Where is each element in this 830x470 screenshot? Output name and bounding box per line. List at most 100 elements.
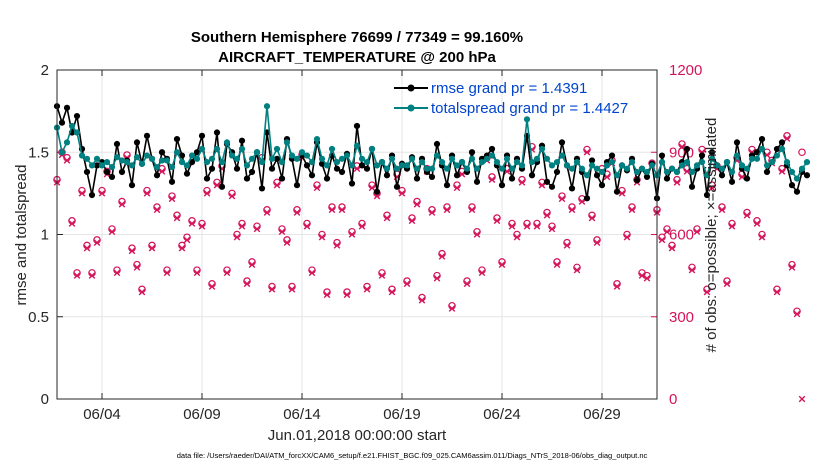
totalspread-point — [283, 139, 291, 146]
x-tick-label: 06/19 — [383, 406, 421, 423]
obs-assimilated-point — [163, 269, 171, 277]
obs-assimilated-point — [193, 269, 201, 277]
obs-assimilated-point — [283, 239, 291, 247]
obs-assimilated-point — [293, 209, 301, 216]
rmse-point — [488, 145, 496, 153]
obs-assimilated-point — [603, 173, 611, 181]
obs-assimilated-point — [678, 143, 686, 151]
totalspread-point — [363, 159, 371, 166]
obs-assimilated-point — [718, 206, 726, 214]
obs-assimilated-point — [373, 192, 381, 200]
obs-assimilated-point — [343, 291, 351, 299]
totalspread-point — [583, 172, 591, 179]
totalspread-point — [693, 162, 701, 169]
rmse-point — [508, 175, 516, 182]
rmse-point — [303, 162, 311, 169]
obs-assimilated-point — [473, 231, 481, 238]
obs-assimilated-point — [378, 272, 386, 279]
rmse-point — [238, 137, 246, 144]
totalspread-point — [373, 162, 381, 169]
obs-assimilated-point — [518, 179, 526, 186]
obs-assimilated-point — [428, 209, 436, 216]
totalspread-point — [433, 152, 441, 159]
totalspread-point — [353, 142, 361, 149]
legend-spread-label: totalspread grand pr = 1.4427 — [431, 100, 628, 117]
rmse-point — [233, 165, 241, 172]
obs-assimilated-point — [228, 192, 236, 200]
rmse-point — [558, 139, 566, 146]
totalspread-point — [243, 162, 251, 169]
obs-assimilated-point — [238, 222, 246, 230]
totalspread-point — [778, 145, 786, 153]
totalspread-point — [483, 155, 491, 162]
totalspread-point — [198, 145, 206, 153]
totalspread-point — [143, 152, 151, 159]
totalspread-point — [83, 155, 91, 162]
obs-assimilated-point — [793, 310, 801, 318]
totalspread-point — [218, 159, 226, 166]
totalspread-point — [493, 159, 501, 166]
y-left-tick-label: 2 — [41, 62, 49, 79]
totalspread-point — [448, 155, 456, 162]
obs-assimilated-point — [348, 231, 356, 238]
obs-assimilated-point — [418, 297, 426, 304]
obs-assimilated-point — [638, 272, 646, 279]
totalspread-point — [803, 159, 811, 166]
rmse-point — [83, 168, 91, 176]
rmse-point — [583, 195, 591, 202]
totalspread-point — [618, 162, 626, 169]
totalspread-point — [63, 139, 71, 146]
totalspread-point — [768, 159, 776, 166]
obs-assimilated-point — [683, 168, 691, 175]
totalspread-point — [278, 159, 286, 166]
obs-assimilated-point — [558, 195, 566, 203]
obs-assimilated-point — [143, 190, 151, 197]
obs-assimilated-point — [583, 148, 591, 156]
totalspread-point — [743, 165, 751, 172]
rmse-point — [718, 172, 726, 179]
totalspread-point — [368, 145, 376, 153]
plot-frame — [56, 69, 658, 400]
totalspread-point — [303, 152, 311, 159]
obs-assimilated-point — [268, 286, 276, 293]
obs-assimilated-point — [643, 275, 651, 282]
totalspread-point — [683, 159, 691, 166]
totalspread-point — [388, 155, 396, 162]
obs-assimilated-point — [168, 195, 176, 203]
totalspread-point — [228, 152, 236, 159]
obs-assimilated-point — [723, 280, 731, 288]
totalspread-point — [378, 159, 386, 166]
obs-assimilated-point — [308, 269, 316, 277]
totalspread-point — [383, 165, 391, 172]
totalspread-point — [703, 172, 711, 179]
totalspread-point — [463, 165, 471, 172]
obs-assimilated-point — [113, 269, 121, 277]
rmse-point — [473, 178, 481, 185]
obs-assimilated-point — [523, 222, 531, 230]
rmse-point — [683, 145, 691, 153]
rmse-point — [73, 112, 81, 120]
obs-assimilated-point — [443, 206, 451, 214]
totalspread-point — [123, 159, 131, 166]
obs-assimilated-point — [543, 212, 551, 219]
totalspread-point — [248, 155, 256, 162]
rmse-point — [543, 178, 551, 185]
totalspread-point — [148, 155, 156, 162]
totalspread-point — [403, 162, 411, 169]
obs-assimilated-point — [133, 264, 141, 271]
rmse-point — [178, 152, 186, 159]
obs-assimilated-point — [668, 244, 676, 252]
totalspread-point — [488, 152, 496, 159]
totalspread-point — [128, 162, 136, 169]
rmse-point — [728, 178, 736, 185]
totalspread-point — [223, 139, 231, 146]
obs-assimilated-point — [553, 261, 561, 268]
totalspread-point — [758, 145, 766, 153]
totalspread-point — [163, 157, 171, 164]
totalspread-point — [213, 145, 221, 153]
obs-assimilated-point — [68, 220, 76, 227]
rmse-point — [548, 183, 556, 190]
obs-assimilated-point — [213, 181, 221, 189]
